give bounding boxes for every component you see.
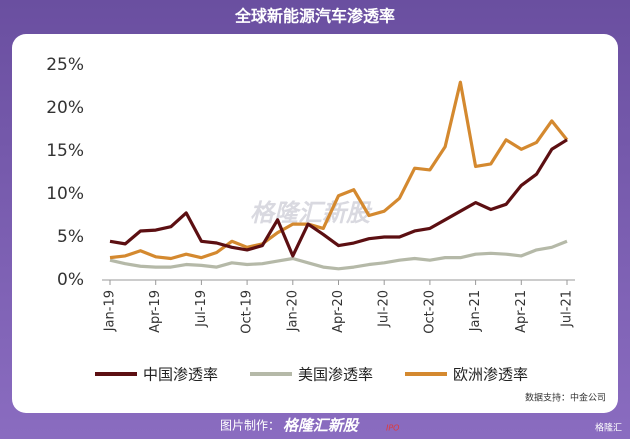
x-tick-label: Oct-19 — [240, 290, 255, 334]
y-tick-label: 5% — [57, 227, 84, 247]
series-line — [109, 239, 568, 271]
y-tick-label: 15% — [46, 141, 84, 161]
x-tick-label: Apr-20 — [331, 290, 346, 333]
x-tick-label: Oct-20 — [422, 290, 437, 334]
legend-label: 欧洲渗透率 — [453, 366, 528, 384]
legend-label: 美国渗透率 — [298, 366, 373, 384]
x-tick-label: Jul-21 — [560, 290, 575, 328]
y-tick-label: 0% — [57, 270, 84, 290]
series-line — [109, 80, 569, 261]
series-line — [109, 138, 568, 258]
watermark: 格隆汇新股 — [250, 199, 373, 227]
footer-brand: 格隆汇新股 — [283, 417, 360, 435]
legend-label: 中国渗透率 — [143, 366, 218, 384]
x-tick-label: Apr-21 — [514, 290, 529, 333]
source: 数据支持：中金公司 — [525, 392, 606, 404]
panel — [12, 34, 618, 413]
x-tick-label: Jan-19 — [103, 290, 118, 332]
x-tick-label: Apr-19 — [148, 290, 163, 333]
x-tick-label: Jan-21 — [468, 290, 483, 332]
chart-title: 全球新能源汽车渗透率 — [234, 7, 395, 26]
footer: 图片制作： — [220, 419, 280, 433]
x-tick-label: Jan-20 — [285, 290, 300, 332]
y-tick-label: 20% — [46, 98, 84, 118]
footer-tag: IPO — [386, 424, 399, 433]
x-tick-label: Jul-20 — [377, 290, 392, 328]
corner-logo: 格隆汇 — [595, 422, 622, 434]
y-tick-label: 25% — [46, 55, 84, 75]
x-tick-label: Jul-19 — [194, 290, 209, 328]
y-tick-label: 10% — [46, 184, 84, 204]
